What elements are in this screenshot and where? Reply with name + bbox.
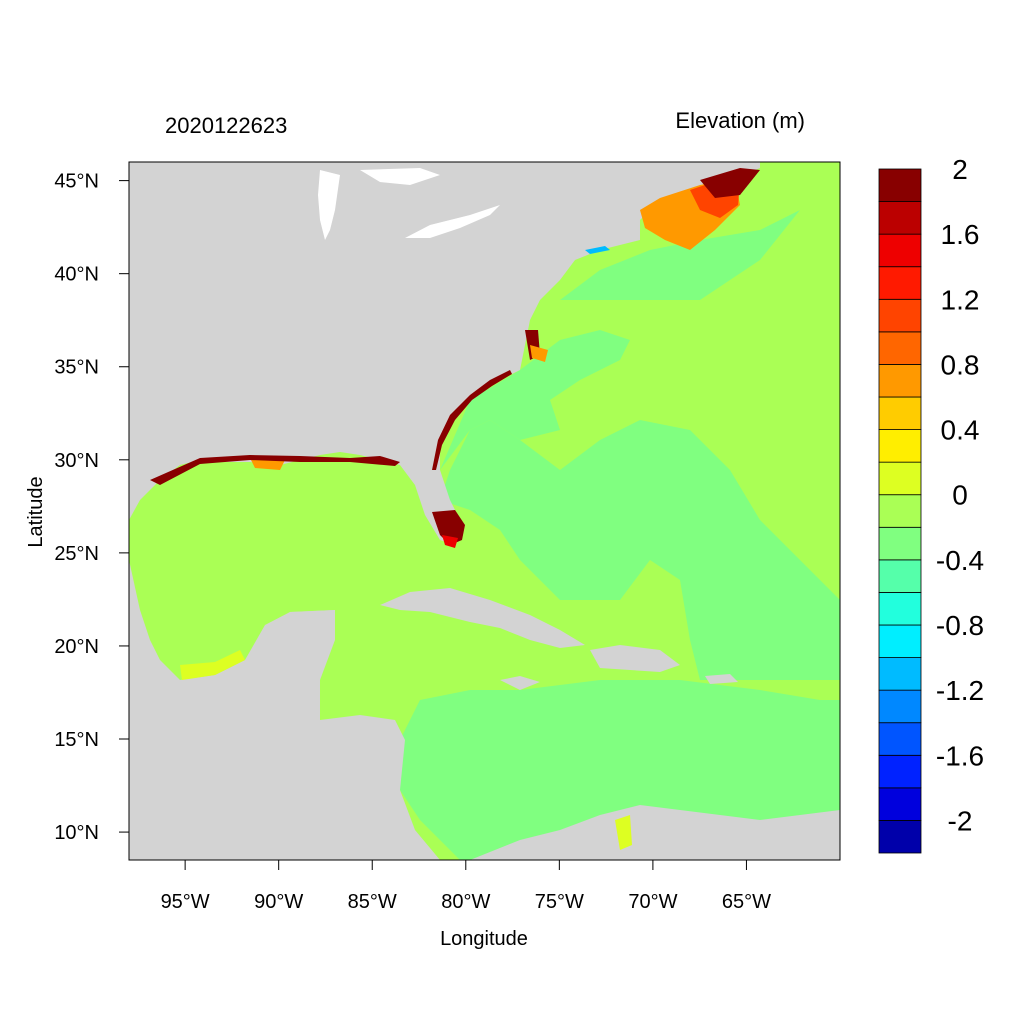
colorbar-swatch [878,331,922,365]
surge-east-coast-edge [432,370,512,470]
x-tick-label: 75°W [535,891,584,913]
colorbar-swatch [878,168,922,202]
x-tick-label: 95°W [161,891,210,913]
colorbar-label: 0.4 [941,415,980,446]
colorbar-swatch [878,396,922,430]
colorbar-label: -1.2 [936,675,984,706]
map-plot-area [129,162,840,860]
surge-southern-gulf [180,650,245,680]
colorbar-title: Elevation (m) [675,108,805,133]
ocean-negative-atlantic [440,162,840,680]
y-tick-label: 25°N [54,543,99,565]
land-cuba [380,588,585,648]
colorbar-label: 1.6 [941,219,980,250]
colorbar-swatch [878,526,922,561]
colorbar-swatch [878,201,922,235]
colorbar-swatch [878,624,922,658]
land-puerto-rico [705,674,738,684]
y-tick-label: 35°N [54,357,99,379]
colorbar-swatch [878,754,922,789]
x-tick-label: 70°W [628,891,677,913]
land-jamaica [500,676,540,690]
surge-venezuela-gulf [615,815,632,850]
ocean-negative-north [560,210,800,300]
colorbar-label: 2 [952,154,968,185]
y-tick-label: 10°N [54,822,99,844]
y-tick-label: 40°N [54,264,99,286]
surge-florida [432,510,465,545]
colorbar-label: -0.4 [936,545,984,576]
colorbar: -2 -1.6 -1.2 -0.8 -0.4 0 0.4 0.8 1.2 1.6 2 [878,154,984,854]
ocean-negative-shelf [440,330,630,470]
x-axis-title: Longitude [440,928,528,950]
colorbar-swatch [878,298,922,333]
y-tick-label: 45°N [54,171,99,193]
x-tick-label: 90°W [254,891,303,913]
lake-erie-ontario [405,205,500,238]
y-tick-label: 15°N [54,729,99,751]
colorbar-swatch [878,559,922,593]
y-tick-label: 20°N [54,636,99,658]
colorbar-swatch [878,592,922,626]
surge-gulf-coast-edge [150,455,400,485]
plot-frame [128,161,841,861]
surge-long-island-negative [585,246,610,254]
colorbar-label: 0.8 [941,349,980,380]
colorbar-swatch [878,787,922,821]
ocean-negative-caribbean [400,680,840,860]
land-north-america [129,162,760,545]
y-tick-label: 30°N [54,450,99,472]
colorbar-label: 1.2 [941,284,980,315]
y-axis: 45°N 40°N 35°N 30°N 25°N 20°N 15°N 10°N [54,171,129,844]
colorbar-label: -0.8 [936,610,984,641]
surge-bay-of-fundy [700,168,760,198]
colorbar-swatch [878,657,922,691]
surge-florida-bay [442,535,458,548]
lake-michigan [318,170,340,240]
y-axis-title: Latitude [25,476,47,547]
lake-huron-superior [360,168,440,185]
timestamp-label: 2020122623 [165,113,287,138]
land-mexico-central-america [129,560,440,860]
colorbar-swatch [878,722,922,756]
x-tick-label: 85°W [348,891,397,913]
colorbar-label: 0 [952,480,968,511]
x-tick-label: 65°W [722,891,771,913]
colorbar-swatch [878,429,922,463]
x-tick-label: 80°W [441,891,490,913]
colorbar-swatch [878,689,922,724]
x-axis: 95°W 90°W 85°W 80°W 75°W 70°W 65°W [161,860,771,913]
colorbar-swatch [878,820,922,854]
land-south-america [470,805,840,860]
surge-pamlico [530,345,548,362]
land-hispaniola [590,645,680,672]
colorbar-label: -2 [948,805,973,836]
colorbar-swatch [878,233,922,268]
colorbar-swatch [878,266,922,300]
land-yucatan [260,610,335,700]
colorbar-swatch [878,461,922,496]
colorbar-label: -1.6 [936,740,984,771]
colorbar-swatch [878,364,922,398]
colorbar-swatch [878,494,922,528]
